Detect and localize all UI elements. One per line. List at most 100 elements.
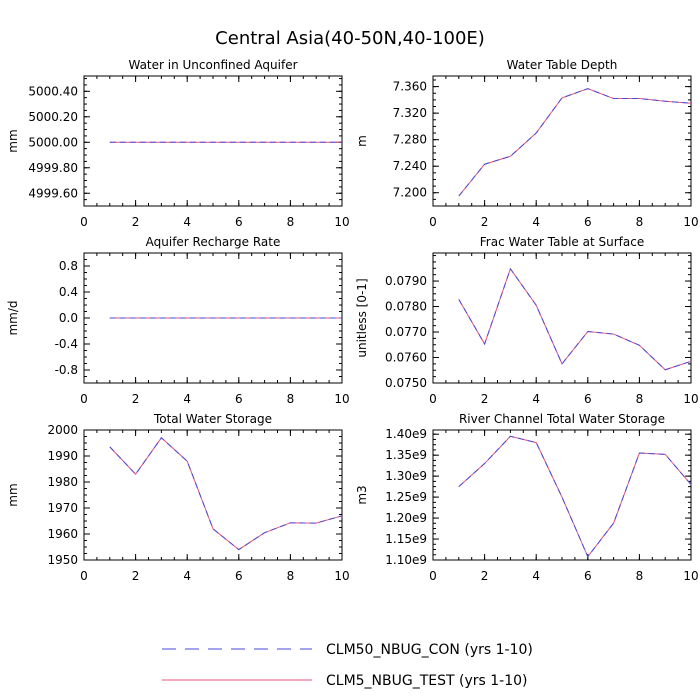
y-tick-label: 1960	[47, 527, 78, 541]
y-tick-label: 7.320	[393, 106, 427, 120]
series-line-test	[458, 88, 692, 197]
y-tick-label: 1.35e9	[385, 448, 427, 462]
y-tick-label: 1.15e9	[385, 532, 427, 546]
panel-title: Frac Water Table at Surface	[480, 235, 644, 249]
y-tick-label: 0.0780	[385, 300, 427, 314]
panel-title: Total Water Storage	[153, 412, 272, 426]
x-tick-label: 0	[429, 392, 437, 406]
x-tick-label: 6	[235, 392, 243, 406]
x-tick-label: 8	[287, 569, 295, 583]
y-tick-label: 1.30e9	[385, 469, 427, 483]
x-tick-label: 0	[80, 392, 88, 406]
panel-water-table-depth: Water Table Depth 0 2 4 6 8 10 7.200 7.240 7.280 7…	[355, 58, 699, 229]
y-tick-label: 7.280	[393, 133, 427, 147]
y-tick-label: 0.4	[59, 285, 78, 299]
x-tick-label: 10	[334, 569, 349, 583]
panel-frac-water-table-at-surface: Frac Water Table at Surface 0 2 4 6 8 10 0.0750…	[355, 235, 699, 406]
x-tick-label: 8	[287, 215, 295, 229]
y-axis-label: m	[355, 135, 369, 147]
panel-title: Water in Unconfined Aquifer	[128, 58, 297, 72]
y-tick-label: 1.20e9	[385, 511, 427, 525]
x-tick-label: 10	[683, 215, 698, 229]
y-axis-label: mm	[6, 129, 20, 152]
x-tick-label: 10	[683, 569, 698, 583]
x-tick-label: 2	[132, 569, 140, 583]
y-tick-label: -0.4	[55, 337, 78, 351]
plot-frame	[432, 429, 692, 561]
y-tick-label: 0.0770	[385, 325, 427, 339]
x-tick-label: 0	[429, 569, 437, 583]
panel-title: Aquifer Recharge Rate	[146, 235, 281, 249]
y-tick-label: 1970	[47, 501, 78, 515]
x-tick-label: 4	[183, 392, 191, 406]
x-tick-label: 2	[481, 215, 489, 229]
panel-water-in-unconfined-aquifer: Water in Unconfined Aquifer 0 2 4 6 8 10 4999.6…	[6, 58, 350, 229]
x-tick-label: 10	[334, 392, 349, 406]
x-tick-label: 8	[636, 569, 644, 583]
panel-aquifer-recharge-rate: Aquifer Recharge Rate 0 2 4 6 8 10 -0.8 -0.4 0.0 0…	[6, 235, 350, 406]
series-line-control	[109, 437, 343, 551]
x-tick-label: 2	[132, 215, 140, 229]
x-tick-label: 6	[235, 569, 243, 583]
y-tick-label: 1950	[47, 553, 78, 567]
x-tick-label: 2	[132, 392, 140, 406]
y-tick-label: 0.0790	[385, 274, 427, 288]
x-tick-label: 0	[80, 569, 88, 583]
y-tick-label: 1980	[47, 475, 78, 489]
x-tick-label: 4	[532, 215, 540, 229]
x-tick-label: 4	[183, 215, 191, 229]
series-line-control	[458, 88, 692, 197]
panel-river-channel-total-water-storage: River Channel Total Water Storage 0 2 4 6 8 10…	[355, 412, 699, 583]
y-tick-label: 0.0750	[385, 376, 427, 390]
y-tick-label: 2000	[47, 423, 78, 437]
x-tick-label: 6	[584, 569, 592, 583]
y-tick-label: 1.10e9	[385, 553, 427, 567]
legend-label-test: CLM5_NBUG_TEST (yrs 1-10)	[326, 673, 528, 689]
x-tick-label: 8	[636, 215, 644, 229]
x-tick-label: 4	[532, 392, 540, 406]
x-tick-label: 10	[683, 392, 698, 406]
series-line-control	[458, 435, 692, 558]
x-tick-label: 6	[235, 215, 243, 229]
y-tick-label: 5000.20	[28, 110, 78, 124]
panel-title: River Channel Total Water Storage	[459, 412, 665, 426]
y-tick-label: 1.40e9	[385, 427, 427, 441]
x-tick-label: 2	[481, 569, 489, 583]
y-axis-label: m3	[355, 485, 369, 504]
y-axis-label: mm/d	[6, 300, 20, 335]
x-tick-label: 10	[334, 215, 349, 229]
legend-label-control: CLM50_NBUG_CON (yrs 1-10)	[326, 642, 533, 658]
figure-title: Central Asia(40-50N,40-100E)	[215, 28, 485, 49]
y-tick-label: 7.360	[393, 80, 427, 94]
y-tick-label: 4999.80	[28, 161, 78, 175]
x-tick-label: 0	[80, 215, 88, 229]
x-tick-label: 8	[636, 392, 644, 406]
y-tick-label: 0.0760	[385, 351, 427, 365]
y-tick-label: 4999.60	[28, 186, 78, 200]
panel-grid: Water in Unconfined Aquifer 0 2 4 6 8 10 4999.6…	[6, 58, 699, 583]
panel-total-water-storage: Total Water Storage 0 2 4 6 8 10 1950 1960 1970 19…	[6, 412, 350, 583]
plot-frame	[83, 429, 343, 561]
y-axis-label: mm	[6, 483, 20, 506]
y-tick-label: 7.240	[393, 159, 427, 173]
x-tick-label: 8	[287, 392, 295, 406]
plot-frame	[83, 75, 343, 207]
y-tick-label: 1.25e9	[385, 490, 427, 504]
series-line-control	[458, 267, 692, 371]
y-tick-label: 5000.40	[28, 84, 78, 98]
y-tick-label: 0.0	[59, 311, 78, 325]
plot-frame	[432, 75, 692, 207]
x-tick-label: 4	[532, 569, 540, 583]
x-tick-label: 4	[183, 569, 191, 583]
y-axis-label: unitless [0-1]	[355, 278, 369, 357]
legend: CLM50_NBUG_CON (yrs 1-10) CLM5_NBUG_TEST…	[162, 642, 533, 689]
series-line-test	[458, 435, 692, 558]
y-tick-label: 7.200	[393, 186, 427, 200]
y-tick-label: 1990	[47, 449, 78, 463]
series-line-test	[109, 437, 343, 551]
x-tick-label: 2	[481, 392, 489, 406]
series-line-test	[458, 267, 692, 371]
x-tick-label: 0	[429, 215, 437, 229]
y-tick-label: -0.8	[55, 363, 78, 377]
